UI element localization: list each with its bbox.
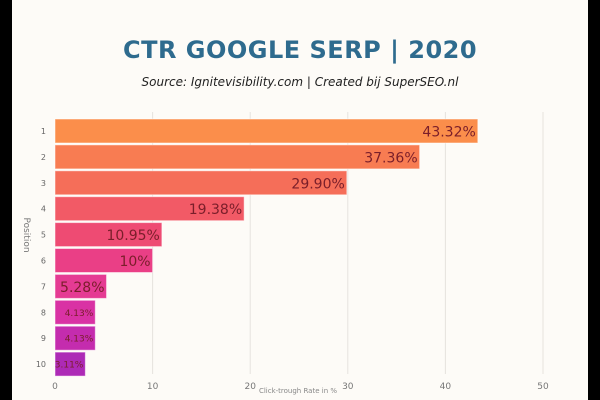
bar xyxy=(54,351,86,377)
chart-subtitle: Source: Ignitevisibility.com | Created b… xyxy=(141,75,459,89)
y-tick-label: 2 xyxy=(41,153,46,162)
data-label: 19.38% xyxy=(189,202,242,218)
data-label: 43.32% xyxy=(422,125,475,141)
y-tick-label: 7 xyxy=(41,282,46,291)
y-tick-label: 6 xyxy=(41,257,46,266)
x-tick-label: 40 xyxy=(440,382,452,392)
bar xyxy=(54,248,154,273)
bar xyxy=(54,118,479,144)
bar xyxy=(54,273,108,299)
data-label: 4.13% xyxy=(65,335,94,345)
data-label: 10% xyxy=(119,254,150,270)
data-label: 5.28% xyxy=(60,280,104,296)
bar xyxy=(54,196,245,222)
y-axis-label: Position xyxy=(21,217,31,252)
chart-title: CTR GOOGLE SERP | 2020 xyxy=(122,36,478,64)
y-tick-label: 9 xyxy=(41,334,46,343)
data-label: 3.11% xyxy=(55,361,84,371)
x-tick-label: 20 xyxy=(244,382,256,392)
y-tick-label: 5 xyxy=(41,231,46,240)
bar xyxy=(54,144,421,170)
x-tick-label: 30 xyxy=(342,382,354,392)
data-label: 4.13% xyxy=(65,309,94,319)
data-label: 29.90% xyxy=(291,176,344,192)
x-tick-label: 50 xyxy=(537,382,549,392)
data-label: 10.95% xyxy=(106,228,159,244)
y-tick-label: 4 xyxy=(41,205,46,214)
y-tick-label: 10 xyxy=(36,360,46,369)
x-axis-label: Click-trough Rate in % xyxy=(259,387,337,395)
y-tick-label: 8 xyxy=(41,308,46,317)
data-label: 37.36% xyxy=(364,150,417,166)
x-tick-label: 0 xyxy=(52,382,58,392)
x-tick-label: 10 xyxy=(147,382,159,392)
y-tick-label: 1 xyxy=(41,127,46,136)
y-tick-label: 3 xyxy=(41,179,46,188)
bar xyxy=(54,170,348,196)
bar xyxy=(54,299,96,325)
bar xyxy=(54,222,163,248)
bar xyxy=(54,325,96,351)
